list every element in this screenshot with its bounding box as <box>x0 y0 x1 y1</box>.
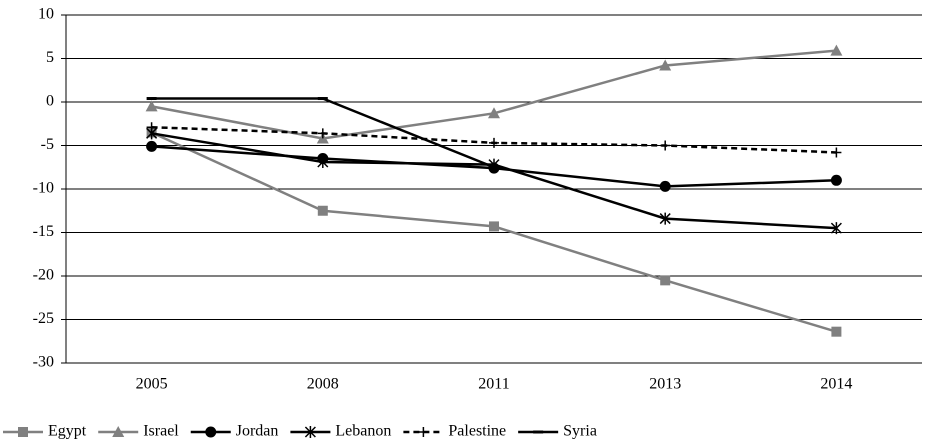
marker <box>659 59 672 71</box>
series-line <box>151 49 837 140</box>
legend-label: Syria <box>563 423 597 440</box>
legend-item: Egypt <box>3 423 87 440</box>
y-tick-label: -10 <box>33 180 54 197</box>
marker <box>317 156 329 169</box>
legend-label: Lebanon <box>335 423 391 440</box>
marker <box>489 221 499 232</box>
marker <box>830 222 842 235</box>
marker <box>304 426 316 438</box>
x-tick-label: 2005 <box>136 376 168 393</box>
legend-label: Egypt <box>48 423 87 440</box>
marker <box>317 128 328 139</box>
marker <box>146 122 157 133</box>
marker <box>418 427 429 437</box>
marker <box>660 140 671 151</box>
x-tick-label: 2011 <box>478 376 509 393</box>
marker <box>830 174 842 186</box>
legend-item: Jordan <box>190 423 279 440</box>
y-tick-label: 10 <box>38 6 54 23</box>
legend-label: Palestine <box>448 423 506 440</box>
marker <box>830 44 843 56</box>
legend-label: Israel <box>143 423 179 440</box>
y-tick-label: -25 <box>33 310 54 327</box>
x-tick-label: 2014 <box>820 376 852 393</box>
legend-item: Palestine <box>403 423 506 440</box>
marker <box>146 140 158 152</box>
legend-item: Israel <box>98 423 179 440</box>
legend-item: Syria <box>518 423 597 440</box>
marker <box>831 326 842 337</box>
marker <box>660 275 671 286</box>
marker <box>145 100 158 112</box>
marker <box>18 427 28 437</box>
x-tick-label: 2013 <box>649 376 681 393</box>
y-tick-label: -20 <box>33 267 54 284</box>
marker <box>112 426 125 437</box>
marker <box>659 212 671 225</box>
marker <box>831 147 842 158</box>
marker <box>659 180 671 192</box>
marker <box>317 205 328 216</box>
legend-item: Lebanon <box>290 423 391 440</box>
y-tick-label: 0 <box>46 93 54 110</box>
y-tick-label: 5 <box>46 49 54 66</box>
marker <box>489 137 499 148</box>
y-tick-label: -30 <box>33 354 54 371</box>
marker <box>488 107 500 119</box>
x-tick-label: 2008 <box>307 376 339 393</box>
legend-label: Jordan <box>236 423 279 440</box>
y-tick-label: -5 <box>41 136 54 153</box>
y-tick-label: -15 <box>33 223 54 240</box>
marker <box>205 426 217 438</box>
